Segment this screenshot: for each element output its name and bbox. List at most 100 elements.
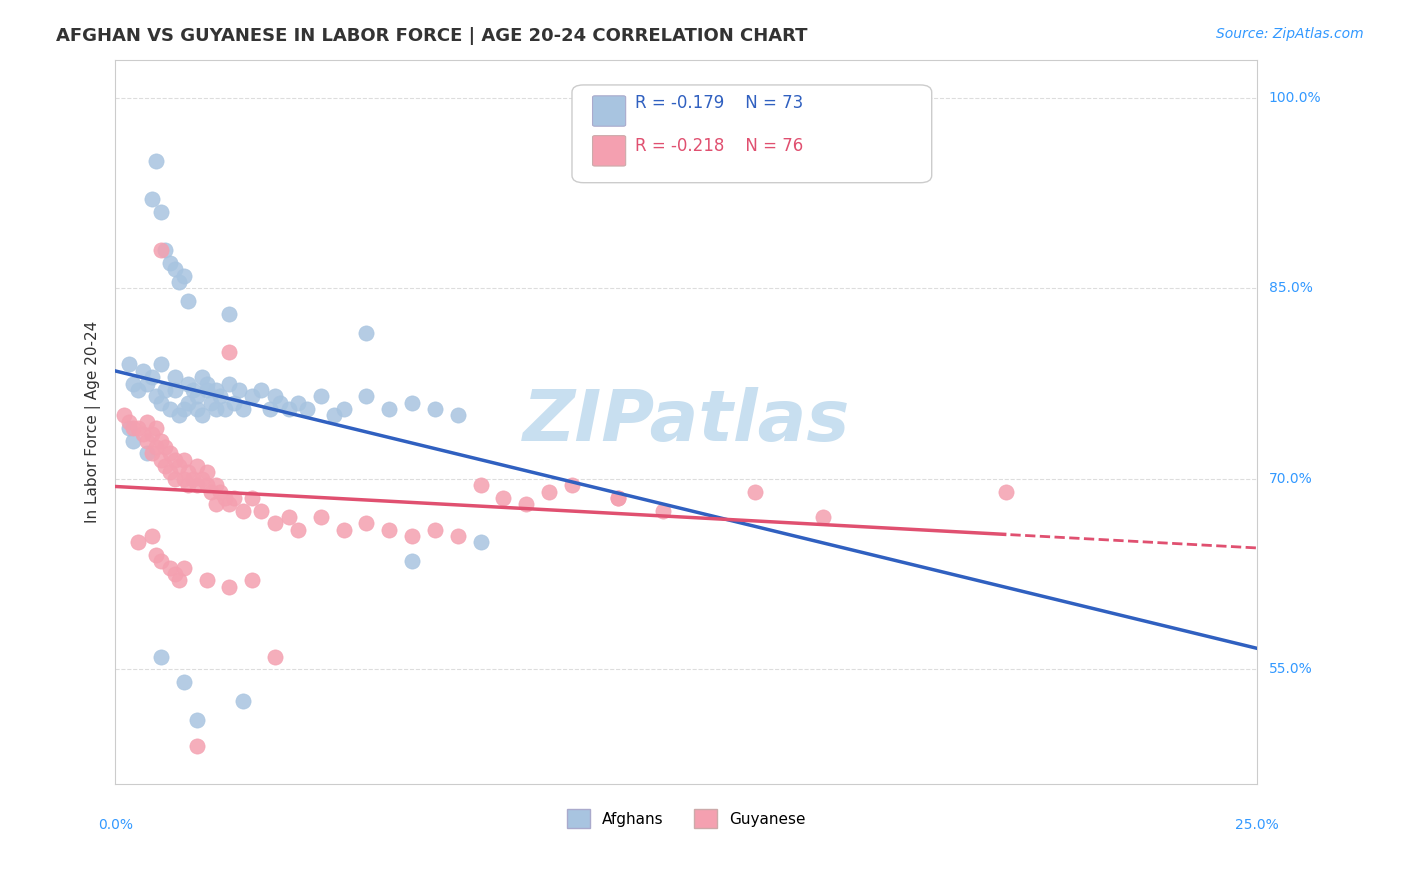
- Point: [149, 205, 172, 219]
- Point: [159, 466, 181, 480]
- Point: [149, 243, 172, 257]
- Point: [173, 472, 195, 486]
- Point: [606, 491, 628, 505]
- Point: [561, 478, 583, 492]
- Point: [356, 326, 378, 340]
- Point: [145, 440, 167, 454]
- Point: [356, 516, 378, 531]
- Point: [356, 389, 378, 403]
- Text: R = -0.218    N = 76: R = -0.218 N = 76: [634, 137, 803, 155]
- Point: [173, 452, 195, 467]
- Point: [141, 446, 163, 460]
- Point: [277, 401, 299, 416]
- Point: [269, 395, 291, 409]
- Point: [218, 580, 240, 594]
- Point: [250, 503, 273, 517]
- Point: [232, 401, 254, 416]
- Point: [204, 383, 226, 397]
- Point: [163, 567, 186, 582]
- Point: [218, 497, 240, 511]
- Point: [173, 675, 195, 690]
- Point: [145, 548, 167, 562]
- Text: 25.0%: 25.0%: [1236, 818, 1279, 832]
- Point: [222, 491, 245, 505]
- Point: [515, 497, 537, 511]
- Point: [163, 370, 186, 384]
- Point: [167, 409, 190, 423]
- Point: [149, 395, 172, 409]
- Point: [309, 509, 332, 524]
- Point: [131, 364, 153, 378]
- Point: [177, 478, 200, 492]
- Y-axis label: In Labor Force | Age 20-24: In Labor Force | Age 20-24: [86, 320, 101, 523]
- Point: [159, 446, 181, 460]
- Point: [195, 466, 218, 480]
- Point: [209, 389, 232, 403]
- Point: [163, 383, 186, 397]
- Point: [492, 491, 515, 505]
- Point: [538, 484, 561, 499]
- Point: [287, 395, 309, 409]
- FancyBboxPatch shape: [572, 85, 932, 183]
- Point: [118, 421, 141, 435]
- Point: [195, 478, 218, 492]
- Text: R = -0.179    N = 73: R = -0.179 N = 73: [634, 94, 803, 112]
- Point: [149, 649, 172, 664]
- Point: [155, 383, 177, 397]
- Point: [332, 401, 354, 416]
- Point: [141, 192, 163, 206]
- Point: [401, 395, 423, 409]
- Point: [277, 509, 299, 524]
- Text: 0.0%: 0.0%: [97, 818, 132, 832]
- Point: [159, 560, 181, 574]
- Point: [149, 434, 172, 448]
- Text: AFGHAN VS GUYANESE IN LABOR FORCE | AGE 20-24 CORRELATION CHART: AFGHAN VS GUYANESE IN LABOR FORCE | AGE …: [56, 27, 807, 45]
- Point: [155, 459, 177, 474]
- Point: [470, 478, 492, 492]
- Point: [181, 472, 204, 486]
- Point: [163, 452, 186, 467]
- Point: [173, 268, 195, 283]
- Point: [149, 452, 172, 467]
- Point: [186, 459, 208, 474]
- Point: [141, 529, 163, 543]
- Text: 55.0%: 55.0%: [1268, 663, 1312, 676]
- Point: [228, 383, 250, 397]
- Point: [259, 401, 281, 416]
- Point: [122, 421, 145, 435]
- FancyBboxPatch shape: [592, 95, 626, 126]
- Point: [447, 409, 470, 423]
- Point: [136, 376, 159, 391]
- Text: 85.0%: 85.0%: [1268, 281, 1312, 295]
- Point: [401, 529, 423, 543]
- Point: [264, 649, 287, 664]
- Point: [232, 694, 254, 708]
- Point: [173, 560, 195, 574]
- Point: [447, 529, 470, 543]
- Point: [186, 401, 208, 416]
- Point: [141, 370, 163, 384]
- Text: ZIPatlas: ZIPatlas: [523, 387, 849, 456]
- Point: [218, 376, 240, 391]
- Text: 70.0%: 70.0%: [1268, 472, 1312, 486]
- Point: [155, 440, 177, 454]
- Point: [295, 401, 318, 416]
- Point: [606, 491, 628, 505]
- Point: [214, 491, 236, 505]
- Point: [323, 409, 346, 423]
- Point: [167, 459, 190, 474]
- Point: [191, 409, 214, 423]
- Point: [145, 389, 167, 403]
- Legend: Afghans, Guyanese: Afghans, Guyanese: [561, 803, 811, 834]
- Point: [378, 401, 401, 416]
- Point: [141, 427, 163, 442]
- Point: [145, 154, 167, 169]
- Point: [177, 395, 200, 409]
- Point: [423, 523, 446, 537]
- Point: [240, 491, 263, 505]
- Point: [122, 434, 145, 448]
- Point: [127, 383, 149, 397]
- Point: [195, 383, 218, 397]
- Point: [163, 262, 186, 277]
- Point: [240, 389, 263, 403]
